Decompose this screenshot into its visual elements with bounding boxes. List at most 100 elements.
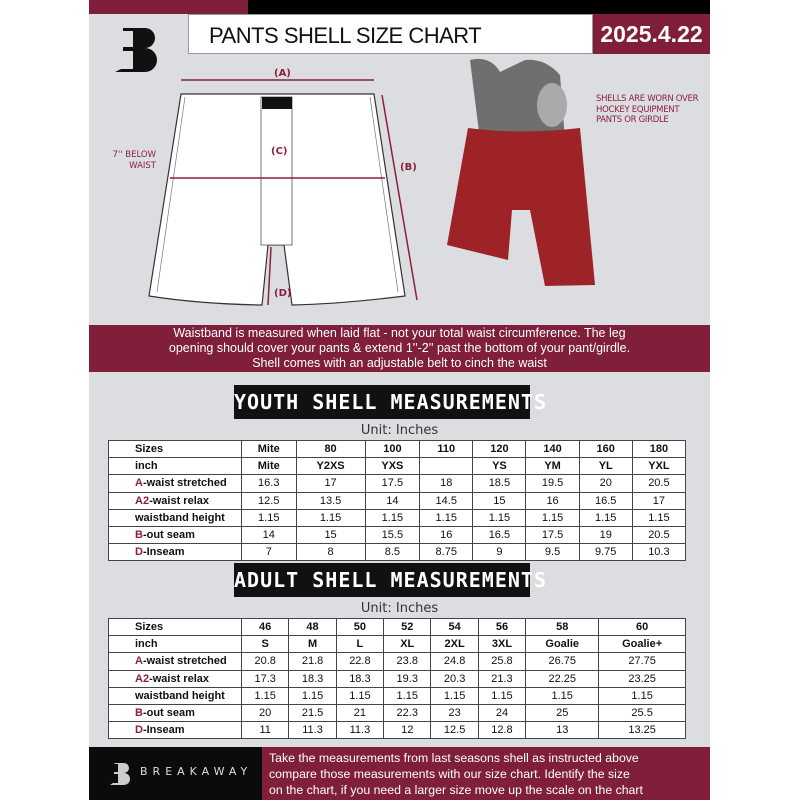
adult-title: ADULT SHELL MEASUREMENTS [234,563,546,597]
table-cell: 16.5 [472,525,527,545]
table-cell: 11.3 [335,721,385,740]
row-label-text: -waist stretched [142,477,227,490]
table-cell: 52 [383,617,432,637]
table-cell: 25.5 [598,703,686,723]
table-cell: 1.15 [578,508,633,527]
row-label-prefix: A2 [135,672,150,685]
table-row: waistband height 1.15 1.15 1.15 1.15 1.15 1.15… [108,686,686,705]
table-cell: 21.5 [288,703,337,723]
table-cell: 1.15 [241,508,297,527]
row-label: A2-waist relax [108,491,242,510]
table-cell: Mite [241,457,297,476]
table-cell: 25.8 [477,652,527,671]
table-cell: 120 [472,439,527,459]
row-label-prefix: A [135,477,143,490]
table-cell: 50 [335,617,385,637]
table-cell: 2XL [430,635,479,654]
table-cell: 12 [383,721,432,740]
table-cell: 19 [578,525,633,545]
youth-unit: Unit: Inches [360,423,439,438]
c-note: 7'' BELOW WAIST [96,150,156,172]
table-row: Sizes 46 48 50 52 54 56 58 60 [108,617,686,637]
table-row: A-waist stretched 20.8 21.8 22.8 23.8 24.8 25.… [108,652,686,671]
banner-line: Waistband is measured when laid flat - n… [173,326,626,340]
table-cell: L [335,635,385,654]
table-cell: 14.5 [419,491,474,510]
table-cell: 8 [295,543,366,562]
fly-panel [260,96,293,246]
table-row: waistband height 1.15 1.15 1.15 1.15 1.15 1.15… [108,508,687,527]
table-cell: 23.25 [598,669,686,688]
table-cell: 11 [240,721,290,740]
table-cell: 9.75 [578,543,633,562]
table-cell: 1.15 [240,686,290,705]
table-row: D-Inseam 7 8 8.5 8.75 9 9.5 9.75 10.3 [108,543,687,562]
table-cell: 60 [598,617,686,637]
table-cell: 46 [240,617,290,637]
table-cell: 160 [578,439,633,459]
table-cell: 58 [525,617,600,637]
table-cell: 15 [295,525,366,545]
table-cell: Goalie+ [598,635,686,654]
table-cell: Y2XS [295,457,366,476]
table-cell: 16.3 [241,474,297,493]
table-cell: 23.8 [383,652,432,671]
date-badge: 2025.4.22 [593,14,710,54]
row-label-prefix: B [135,707,143,720]
table-cell: 1.15 [419,508,474,527]
table-row: A2-waist relax 12.5 13.5 14 14.5 15 16 16.5 17 [108,491,687,510]
table-cell: 20.8 [240,652,290,671]
table-cell: YXL [631,457,687,476]
table-cell: M [288,635,337,654]
table-cell: Goalie [525,635,600,654]
row-label: A2-waist relax [108,669,242,688]
table-cell: 12.5 [241,491,297,510]
table-cell: 17.5 [525,525,580,545]
table-cell: 21.8 [288,652,337,671]
row-label: D-Inseam [108,543,242,562]
table-cell: 14 [241,525,297,545]
table-cell: 19.3 [383,669,432,688]
table-cell: 180 [631,439,687,459]
table-cell: 100 [364,439,421,459]
table-row: D-Inseam 11 11.3 11.3 12 12.5 12.8 13 13.25 [108,721,686,740]
table-cell: 20.3 [430,669,479,688]
table-cell: S [240,635,290,654]
table-cell: 20.5 [631,474,687,493]
footer-instructions: Take the measurements from last seasons … [262,747,710,800]
table-cell: 20 [578,474,633,493]
table-cell: 10.3 [631,543,687,562]
row-label-prefix: D [135,724,143,737]
c-note-line-2: WAIST [129,161,156,171]
table-cell: 1.15 [598,686,686,705]
table-cell: 18.3 [288,669,337,688]
row-label: B-out seam [108,703,242,723]
brand-logo [115,28,157,72]
table-cell: 17.5 [364,474,421,493]
row-label-prefix: A [135,655,143,668]
banner-line: Shell comes with an adjustable belt to c… [252,356,547,370]
label-d: (D) [274,288,292,299]
table-cell: 1.15 [525,686,600,705]
footer-line: on the chart, if you need a larger size … [269,783,643,797]
instructions-banner: Waistband is measured when laid flat - n… [89,325,710,372]
table-cell: 14 [364,491,421,510]
row-label: Sizes [108,439,242,459]
adult-size-table: Sizes 46 48 50 52 54 56 58 60 inch S M L XL 2XL 3XL Goal… [108,617,686,740]
row-label: inch [108,457,242,476]
table-cell: 1.15 [288,686,337,705]
page-title: PANTS SHELL SIZE CHART [188,14,593,54]
table-cell: 20.5 [631,525,687,545]
table-cell: 1.15 [525,508,580,527]
table-row: B-out seam 14 15 15.5 16 16.5 17.5 19 20.5 [108,525,687,545]
table-cell: 140 [525,439,580,459]
table-cell: 56 [477,617,527,637]
row-label-text: waistband height [135,689,225,702]
row-label-text: Sizes [135,621,164,634]
row-label: waistband height [108,686,242,705]
row-label-prefix: A2 [135,494,150,507]
label-a: (A) [274,68,291,79]
row-label-text: -waist relax [149,494,209,507]
row-label-text: inch [135,460,158,473]
youth-size-table: Sizes Mite 80 100 110 120 140 160 180 inch Mite Y2X… [108,439,687,562]
